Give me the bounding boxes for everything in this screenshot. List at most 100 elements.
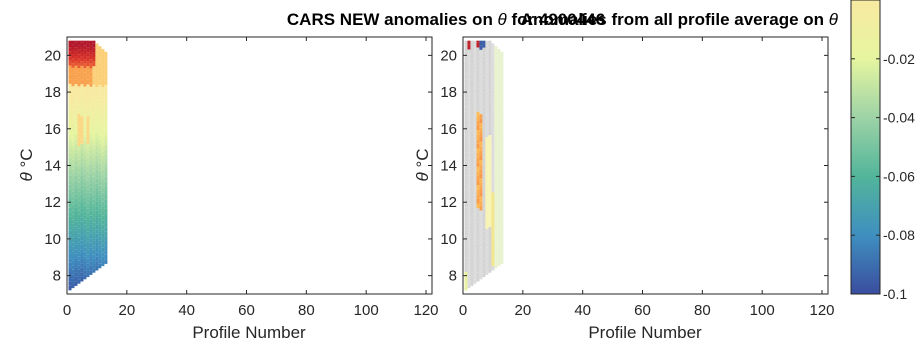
heatmap-cell — [80, 70, 84, 75]
heatmap-cell — [101, 68, 105, 74]
heatmap-cell — [464, 285, 468, 291]
heatmap-cell — [71, 200, 75, 206]
heatmap-cell — [89, 100, 93, 106]
colorbar-tick-label: -0.04 — [883, 110, 915, 126]
heatmap-cell — [104, 245, 108, 251]
heatmap-cell — [95, 68, 99, 74]
heatmap-cell — [83, 182, 87, 188]
heatmap-cell — [104, 126, 108, 131]
heatmap-cell — [98, 190, 102, 195]
heatmap-cell — [470, 47, 474, 52]
heatmap-cell — [68, 253, 72, 259]
heatmap-cell — [467, 164, 471, 169]
heatmap-cell — [488, 240, 492, 246]
heatmap-cell — [464, 120, 468, 126]
heatmap-cell — [470, 221, 474, 227]
heatmap-cell — [479, 91, 483, 96]
heatmap-cell — [95, 160, 99, 165]
heatmap-cell — [101, 137, 105, 143]
heatmap-cell — [101, 48, 105, 51]
heatmap-cell — [491, 247, 495, 253]
heatmap-cell — [77, 77, 81, 82]
heatmap-cell — [86, 88, 90, 94]
heatmap-cell — [482, 166, 486, 172]
heatmap-cell — [104, 227, 108, 232]
heatmap-cell — [485, 82, 489, 87]
heatmap-cell — [491, 164, 495, 170]
heatmap-cell — [77, 141, 81, 147]
heatmap-cell — [71, 54, 75, 59]
heatmap-cell — [464, 42, 468, 48]
heatmap-cell — [464, 56, 468, 61]
heatmap-cell — [500, 172, 504, 177]
heatmap-cell — [86, 235, 90, 241]
x-tick-label: 0 — [459, 302, 467, 319]
heatmap-cell — [497, 91, 501, 97]
heatmap-cell — [488, 116, 492, 122]
heatmap-cell — [497, 201, 501, 207]
heatmap-cell — [77, 196, 81, 202]
heatmap-cell — [74, 235, 78, 241]
heatmap-cell — [92, 157, 96, 163]
heatmap-cell — [86, 130, 90, 135]
heatmap-cell — [485, 86, 489, 92]
heatmap-cell — [497, 261, 501, 267]
heatmap-cell — [68, 281, 72, 286]
heatmap-cell — [479, 63, 483, 69]
heatmap-cell — [479, 109, 483, 115]
heatmap-cell — [473, 191, 477, 197]
heatmap-cell — [86, 176, 90, 181]
heatmap-cell — [467, 49, 471, 55]
heatmap-cell — [71, 136, 75, 142]
heatmap-cell — [497, 220, 501, 225]
heatmap-cell — [500, 176, 504, 182]
heatmap-cell — [467, 81, 471, 87]
heatmap-cell — [476, 97, 480, 103]
heatmap-cell — [86, 222, 90, 227]
heatmap-cell — [467, 40, 471, 45]
heatmap-cell — [74, 262, 78, 268]
heatmap-cell — [83, 91, 87, 96]
heatmap-cell — [68, 134, 72, 139]
heatmap-cell — [74, 276, 78, 282]
heatmap-cell — [470, 157, 474, 163]
heatmap-cell — [485, 114, 489, 119]
heatmap-cell — [500, 135, 504, 140]
heatmap-cell — [92, 162, 96, 168]
heatmap-cell — [89, 183, 93, 188]
heatmap-cell — [494, 61, 498, 67]
heatmap-cell — [467, 136, 471, 142]
y-tick-label: 8 — [53, 268, 61, 285]
heatmap-cell — [500, 71, 504, 76]
heatmap-cell — [494, 231, 498, 237]
heatmap-cell — [74, 184, 78, 190]
heatmap-cell — [488, 263, 492, 269]
heatmap-cell — [92, 130, 96, 136]
heatmap-cell — [77, 81, 81, 87]
heatmap-cell — [92, 43, 96, 48]
heatmap-cell — [464, 281, 468, 286]
heatmap-cell — [92, 89, 96, 94]
heatmap-cell — [467, 150, 471, 156]
heatmap-cell — [98, 213, 102, 218]
heatmap-cell — [89, 105, 93, 110]
heatmap-cell — [83, 40, 87, 46]
heatmap-cell — [494, 52, 498, 58]
heatmap-cell — [491, 229, 495, 234]
heatmap-cell — [98, 57, 102, 62]
heatmap-cell — [80, 143, 84, 149]
heatmap-cell — [494, 89, 498, 94]
heatmap-cell — [464, 143, 468, 149]
heatmap-cell — [482, 139, 486, 145]
heatmap-cell — [467, 246, 471, 252]
heatmap-cell — [500, 231, 504, 237]
x-tick-label: 80 — [298, 302, 315, 319]
heatmap-cell — [89, 50, 93, 55]
heatmap-cell — [89, 219, 93, 225]
heatmap-cell — [95, 63, 99, 69]
heatmap-cell — [104, 98, 108, 104]
heatmap-cell — [464, 221, 468, 227]
y-tick-label: 16 — [44, 121, 61, 138]
heatmap-cell — [71, 196, 75, 201]
heatmap-cell — [92, 153, 96, 158]
